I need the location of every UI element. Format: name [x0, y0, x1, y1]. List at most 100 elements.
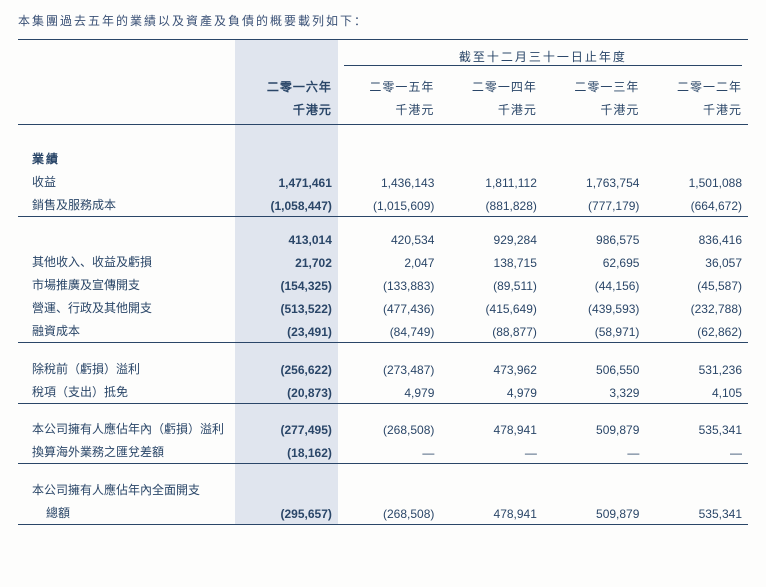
divider-row	[18, 216, 748, 230]
cell: (295,657)	[235, 501, 338, 525]
financial-table-frame: 截至十二月三十一日止年度 二零一六年 二零一五年 二零一四年 二零一三年 二零一…	[18, 39, 748, 525]
cell: 535,341	[645, 417, 748, 440]
row-marketing: 市場推廣及宣傳開支 (154,325) (133,883) (89,511) (…	[18, 273, 748, 296]
row-cogs: 銷售及服務成本 (1,058,447) (1,015,609) (881,828…	[18, 193, 748, 217]
cell: —	[440, 440, 543, 464]
cell: (664,672)	[645, 193, 748, 217]
col-year-2012: 二零一二年	[645, 72, 748, 98]
cell: (23,491)	[235, 319, 338, 343]
divider-row	[18, 403, 748, 417]
cell: 1,471,461	[235, 170, 338, 193]
cell: 4,979	[338, 380, 441, 404]
cell: (415,649)	[440, 296, 543, 319]
cell: 21,702	[235, 250, 338, 273]
cell: (45,587)	[645, 273, 748, 296]
label-total-comp-l1: 本公司擁有人應佔年內全面開支	[18, 478, 235, 501]
cell: 836,416	[645, 230, 748, 250]
cell: 535,341	[645, 501, 748, 525]
col-unit-4: 千港元	[645, 98, 748, 125]
cell: (88,877)	[440, 319, 543, 343]
intro-text: 本集團過去五年的業績以及資產及負債的概要載列如下：	[18, 12, 748, 29]
cell: (1,015,609)	[338, 193, 441, 217]
cell: (439,593)	[543, 296, 646, 319]
label-cogs: 銷售及服務成本	[18, 193, 235, 217]
cell: (256,622)	[235, 357, 338, 380]
cell: —	[543, 440, 646, 464]
cell: 62,695	[543, 250, 646, 273]
cell: 986,575	[543, 230, 646, 250]
col-year-2014: 二零一四年	[440, 72, 543, 98]
cell: (477,436)	[338, 296, 441, 319]
cell: (1,058,447)	[235, 193, 338, 217]
cell: 478,941	[440, 417, 543, 440]
cell: 1,501,088	[645, 170, 748, 193]
financial-summary-table: 截至十二月三十一日止年度 二零一六年 二零一五年 二零一四年 二零一三年 二零一…	[18, 40, 748, 525]
cell: 2,047	[338, 250, 441, 273]
row-total-comp-l1: 本公司擁有人應佔年內全面開支	[18, 478, 748, 501]
label-owners-profit: 本公司擁有人應佔年內（虧損）溢利	[18, 417, 235, 440]
cell: 1,436,143	[338, 170, 441, 193]
cell: 413,014	[235, 230, 338, 250]
cell: (777,179)	[543, 193, 646, 217]
section-results-label: 業績	[18, 147, 235, 170]
cell: (273,487)	[338, 357, 441, 380]
cell: 420,534	[338, 230, 441, 250]
cell: (268,508)	[338, 501, 441, 525]
cell: 929,284	[440, 230, 543, 250]
label-gross	[18, 230, 235, 250]
label-pbt: 除稅前（虧損）溢利	[18, 357, 235, 380]
cell: 509,879	[543, 417, 646, 440]
row-admin: 營運、行政及其他開支 (513,522) (477,436) (415,649)…	[18, 296, 748, 319]
col-year-2015: 二零一五年	[338, 72, 441, 98]
cell: 478,941	[440, 501, 543, 525]
cell: (20,873)	[235, 380, 338, 404]
label-fx: 換算海外業務之匯兌差額	[18, 440, 235, 464]
cell: 531,236	[645, 357, 748, 380]
period-header-row: 截至十二月三十一日止年度	[18, 40, 748, 72]
divider-row	[18, 464, 748, 478]
cell: (89,511)	[440, 273, 543, 296]
label-tax: 稅項（支出）抵免	[18, 380, 235, 404]
divider-row	[18, 343, 748, 357]
row-owners-profit: 本公司擁有人應佔年內（虧損）溢利 (277,495) (268,508) 478…	[18, 417, 748, 440]
cell: 506,550	[543, 357, 646, 380]
cell: (84,749)	[338, 319, 441, 343]
cell: (133,883)	[338, 273, 441, 296]
col-year-2016: 二零一六年	[235, 72, 338, 98]
period-header: 截至十二月三十一日止年度	[459, 50, 627, 64]
year-header-row: 二零一六年 二零一五年 二零一四年 二零一三年 二零一二年	[18, 72, 748, 98]
col-unit-0: 千港元	[235, 98, 338, 125]
cell: (232,788)	[645, 296, 748, 319]
row-tax: 稅項（支出）抵免 (20,873) 4,979 4,979 3,329 4,10…	[18, 380, 748, 404]
label-finance: 融資成本	[18, 319, 235, 343]
cell: 1,763,754	[543, 170, 646, 193]
cell: —	[645, 440, 748, 464]
col-unit-2: 千港元	[440, 98, 543, 125]
cell: (513,522)	[235, 296, 338, 319]
col-unit-3: 千港元	[543, 98, 646, 125]
divider-row	[18, 125, 748, 147]
cell: 3,329	[543, 380, 646, 404]
cell: 4,979	[440, 380, 543, 404]
cell: 4,105	[645, 380, 748, 404]
label-total-comp: 總額	[18, 501, 235, 525]
label-marketing: 市場推廣及宣傳開支	[18, 273, 235, 296]
row-gross: 413,014 420,534 929,284 986,575 836,416	[18, 230, 748, 250]
cell: (18,162)	[235, 440, 338, 464]
row-fx: 換算海外業務之匯兌差額 (18,162) — — — —	[18, 440, 748, 464]
cell: (44,156)	[543, 273, 646, 296]
row-other-income: 其他收入、收益及虧損 21,702 2,047 138,715 62,695 3…	[18, 250, 748, 273]
col-year-2013: 二零一三年	[543, 72, 646, 98]
row-total-comp: 總額 (295,657) (268,508) 478,941 509,879 5…	[18, 501, 748, 525]
row-finance: 融資成本 (23,491) (84,749) (88,877) (58,971)…	[18, 319, 748, 343]
cell: (58,971)	[543, 319, 646, 343]
label-admin: 營運、行政及其他開支	[18, 296, 235, 319]
cell: (881,828)	[440, 193, 543, 217]
section-results-label-row: 業績	[18, 147, 748, 170]
label-other-income: 其他收入、收益及虧損	[18, 250, 235, 273]
unit-header-row: 千港元 千港元 千港元 千港元 千港元	[18, 98, 748, 125]
cell: —	[338, 440, 441, 464]
cell: 509,879	[543, 501, 646, 525]
cell: (277,495)	[235, 417, 338, 440]
cell: 138,715	[440, 250, 543, 273]
